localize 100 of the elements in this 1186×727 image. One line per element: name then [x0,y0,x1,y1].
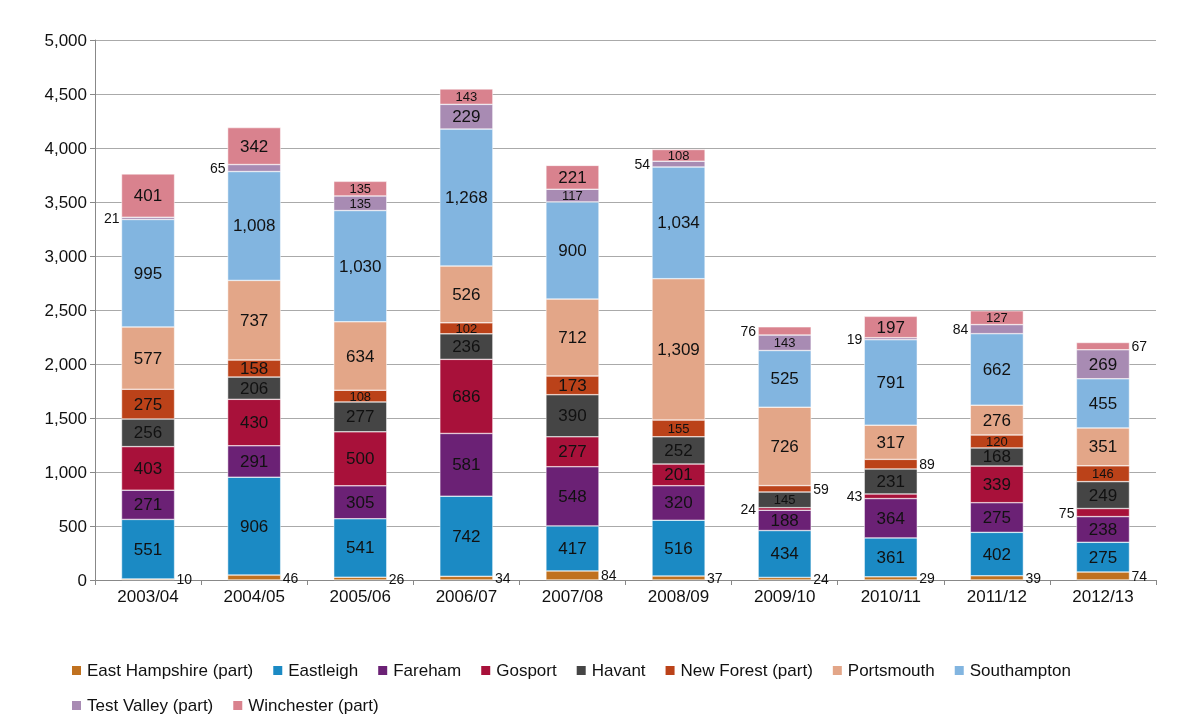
y-tick-label: 0 [77,570,87,590]
data-label: 74 [1131,568,1148,584]
data-label: 317 [876,432,905,452]
data-label: 276 [982,410,1012,430]
legend-label: Portsmouth [847,661,935,680]
data-label: 24 [740,500,757,517]
data-label: 29 [919,570,936,587]
data-label: 291 [239,451,269,471]
data-label: 201 [664,465,693,485]
data-label: 1,268 [445,188,488,208]
data-label: 102 [455,320,478,336]
y-tick-label: 500 [58,516,87,536]
y-tick-label: 1,000 [44,462,87,482]
x-tick-label: 2010/11 [860,587,921,606]
legend-label: Gosport [496,661,557,680]
data-label: 401 [133,186,163,206]
data-label: 737 [239,310,269,330]
data-label: 135 [349,195,372,211]
data-label: 54 [634,156,651,173]
data-label: 275 [1088,547,1118,567]
legend-label: East Hampshire (part) [87,661,254,680]
y-tick-label: 2,500 [44,300,87,320]
data-label: 188 [770,510,799,530]
data-label: 59 [813,480,829,497]
data-label: 906 [239,516,269,536]
x-tick-label: 2008/09 [647,587,710,606]
data-label: 197 [876,317,905,337]
data-label: 900 [558,240,587,260]
data-label: 146 [1092,466,1114,482]
data-label: 430 [239,413,269,433]
data-label: 581 [452,455,481,475]
y-tick-label: 3,000 [44,246,87,266]
data-label: 221 [558,167,587,187]
y-tick-label: 4,000 [44,138,87,158]
data-label: 1,030 [338,256,382,276]
data-label: 173 [558,375,587,395]
data-label: 10 [176,571,193,588]
data-label: 525 [770,369,799,389]
legend-label: Fareham [393,661,462,680]
data-label: 75 [1058,504,1075,521]
data-label: 89 [919,456,936,473]
data-label: 403 [133,458,163,478]
data-label: 995 [133,263,163,283]
y-tick-label: 3,500 [44,192,87,212]
data-label: 305 [346,492,375,512]
data-label: 158 [239,359,269,379]
data-label: 577 [133,348,163,368]
data-label: 277 [558,442,587,462]
data-label: 516 [664,538,693,558]
data-label: 39 [1025,569,1042,586]
data-label: 43 [846,488,863,505]
data-label: 320 [664,493,693,513]
x-tick-label: 2012/13 [1072,587,1134,606]
data-label: 37 [707,570,723,586]
data-label: 275 [133,394,163,414]
data-label: 1,034 [657,213,700,233]
legend-label: Winchester (part) [248,696,379,715]
x-tick-label: 2003/04 [117,587,179,606]
data-label: 402 [982,544,1012,564]
data-label: 455 [1088,393,1118,413]
data-label: 26 [388,570,405,587]
data-label: 1,008 [232,216,276,236]
data-label: 143 [455,89,478,105]
data-label: 76 [740,322,757,339]
x-tick-label: 2009/10 [753,587,816,606]
data-label: 548 [558,486,587,506]
data-label: 791 [876,372,905,392]
data-label: 269 [1088,354,1118,374]
data-label: 364 [876,508,905,528]
data-label: 127 [986,310,1008,326]
data-label: 84 [600,567,617,584]
data-label: 726 [770,436,799,456]
legend-label: Havant [591,661,646,680]
legend-label: Eastleigh [288,661,359,680]
data-label: 19 [846,330,863,347]
data-label: 46 [282,569,299,586]
data-label: 67 [1131,338,1148,355]
y-tick-label: 2,000 [44,354,87,374]
data-label: 434 [770,544,799,564]
data-label: 342 [239,136,269,156]
x-tick-label: 2006/07 [435,587,498,606]
legend-label: New Forest (part) [680,661,813,680]
data-label: 65 [210,160,226,177]
data-label: 229 [452,107,481,127]
data-label: 155 [667,420,690,436]
data-label: 500 [346,449,375,469]
data-label: 712 [558,328,587,348]
data-label: 1,309 [657,339,700,359]
y-tick-label: 5,000 [44,30,87,50]
data-label: 34 [494,570,511,587]
data-label: 541 [346,538,375,558]
x-tick-label: 2007/08 [541,587,604,606]
data-label: 351 [1088,437,1118,457]
legend-label: Southampton [969,661,1071,680]
x-tick-label: 2011/12 [966,587,1027,606]
data-label: 662 [982,359,1012,379]
data-label: 238 [1088,519,1118,539]
data-label: 271 [133,495,163,515]
data-label: 143 [773,335,796,351]
data-label: 108 [349,388,372,404]
